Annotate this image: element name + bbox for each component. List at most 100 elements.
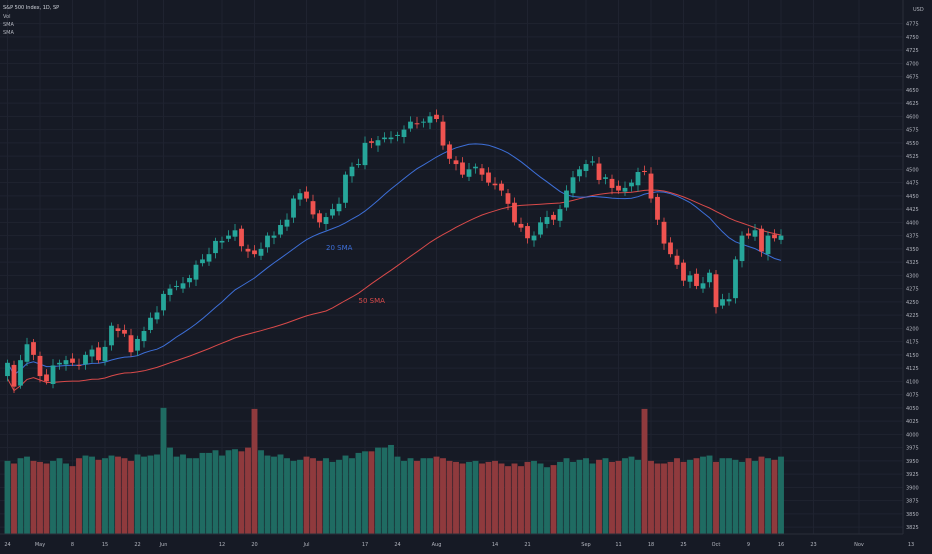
candle	[5, 359, 10, 382]
candle-body	[356, 164, 361, 166]
volume-bar	[219, 455, 225, 534]
candle-body	[330, 209, 335, 216]
candle-body	[466, 169, 472, 177]
candle	[752, 223, 758, 241]
volume-bar	[76, 458, 82, 534]
candle	[713, 270, 719, 314]
candle-body	[232, 230, 238, 237]
chart-header: S&P 500 Index, 1D, SP Vol SMA SMA	[3, 5, 59, 36]
y-tick-label: 4525	[906, 154, 919, 160]
volume-bar	[719, 458, 726, 534]
y-tick-label: 3825	[906, 525, 919, 531]
x-tick-label: 15	[102, 542, 108, 548]
candle-body	[518, 223, 524, 228]
candle	[317, 210, 322, 228]
candle-body	[590, 161, 595, 163]
candle-body	[512, 202, 517, 223]
candle	[596, 157, 602, 185]
legend-row-vol: Vol	[3, 14, 10, 20]
volume-bar	[648, 460, 654, 534]
candle-body	[271, 235, 277, 238]
volume-bar	[50, 460, 56, 534]
volume-bar	[290, 460, 297, 534]
volume-bar	[193, 458, 199, 534]
candle-body	[135, 338, 140, 351]
candle-body	[278, 225, 283, 235]
x-tick-label: 23	[810, 542, 816, 548]
candle-body	[603, 177, 608, 179]
candle-body	[258, 248, 264, 256]
candle	[232, 223, 238, 241]
candle	[187, 274, 192, 288]
volume-bar	[622, 458, 628, 534]
volume-bar	[687, 459, 693, 534]
volume-bar	[141, 456, 147, 534]
candle-body	[128, 335, 134, 353]
x-tick-label: 25	[680, 542, 686, 548]
volume-bar	[264, 455, 271, 534]
candle-body	[460, 162, 465, 175]
volume-bar	[674, 458, 680, 534]
candle-body	[525, 226, 530, 239]
candle-body	[76, 364, 82, 366]
candle	[18, 354, 23, 389]
candle	[323, 212, 329, 231]
volume-bar	[472, 460, 479, 534]
volume-bar	[342, 455, 349, 534]
candle-body	[765, 235, 771, 255]
y-tick-label: 4425	[906, 207, 919, 213]
candle	[278, 219, 283, 238]
candle-body	[674, 255, 680, 265]
volume-bar	[251, 408, 258, 534]
candle-body	[629, 182, 634, 187]
x-tick-label: 24	[394, 542, 400, 548]
y-tick-label: 4275	[906, 287, 919, 293]
volume-bar	[173, 456, 180, 534]
candle-body	[174, 285, 179, 288]
y-tick-label: 4300	[906, 273, 919, 279]
volume-bar	[427, 458, 433, 534]
candle-body	[180, 283, 186, 289]
y-tick-label: 4400	[906, 220, 919, 226]
candle-body	[375, 140, 381, 146]
volume-bar	[56, 458, 63, 534]
candle	[564, 185, 569, 211]
candle-body	[200, 259, 205, 264]
candle-body	[148, 317, 153, 330]
y-tick-label: 4625	[906, 101, 919, 107]
volume-bar	[147, 455, 154, 534]
volume-bar	[43, 463, 50, 534]
y-tick-label: 4075	[906, 393, 919, 399]
candle	[577, 166, 582, 182]
y-tick-label: 3850	[906, 512, 919, 518]
candle	[330, 203, 335, 219]
candle-body	[297, 193, 303, 200]
candle-body	[310, 201, 316, 215]
candle	[11, 360, 17, 394]
x-tick-label: Jul	[302, 542, 309, 548]
volume-bar	[121, 458, 128, 534]
y-tick-label: 4225	[906, 313, 919, 319]
candle	[466, 163, 472, 182]
candle-body	[336, 203, 342, 212]
candle	[63, 355, 69, 371]
volume-bar	[69, 466, 76, 534]
volume-bar	[453, 461, 459, 534]
candle	[551, 211, 556, 226]
candle-body	[83, 354, 88, 365]
y-tick-label: 4650	[906, 88, 919, 94]
candle	[245, 244, 251, 258]
candle-body	[193, 264, 199, 280]
volume-bar	[745, 458, 752, 534]
volume-bar	[466, 461, 472, 534]
volume-bar	[440, 458, 446, 534]
candle	[193, 260, 199, 286]
volume-bar	[277, 454, 284, 534]
volume-bar	[713, 461, 719, 534]
candle	[518, 217, 524, 232]
x-tick-label: May	[35, 542, 45, 548]
y-tick-label: 4725	[906, 48, 919, 54]
candle	[336, 197, 342, 216]
y-tick-label: 3975	[906, 446, 919, 452]
